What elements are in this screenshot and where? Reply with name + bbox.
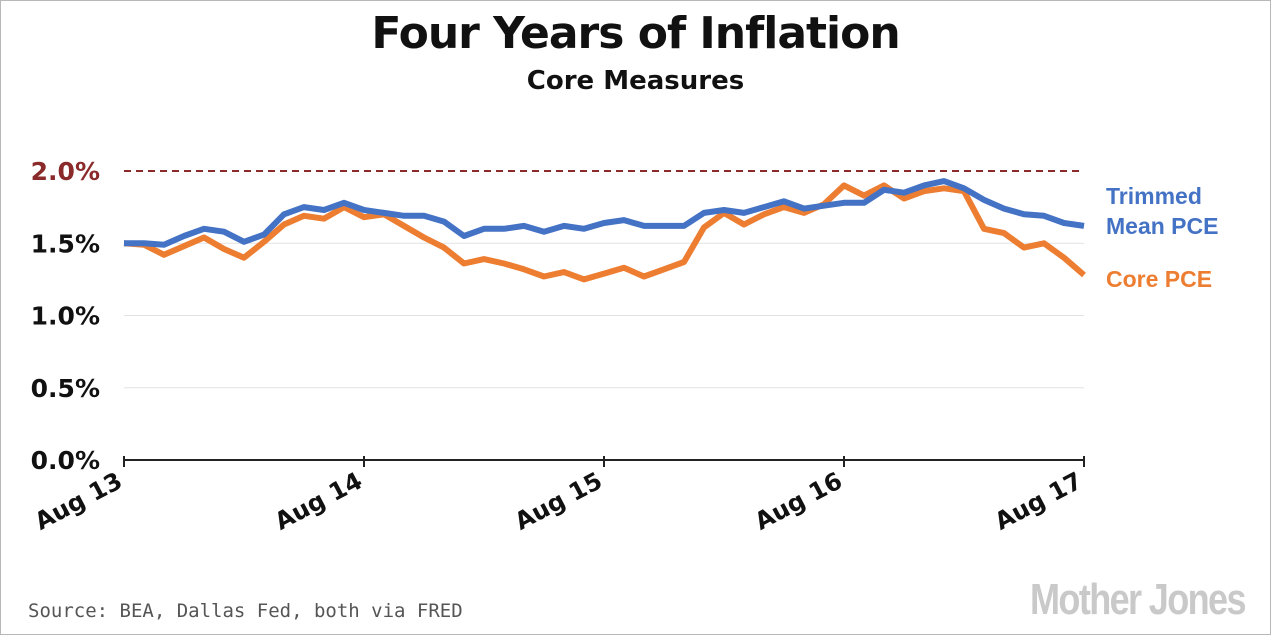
trimmed-mean-pce-line [124, 178, 1085, 248]
series-label: Mean PCE [1106, 213, 1218, 239]
x-axis-labels: Aug 13 Aug 14 Aug 15 Aug 16 Aug 17 [30, 467, 1087, 536]
y-tick-label: 0.0% [31, 446, 100, 475]
x-tick-label: Aug 14 [270, 467, 367, 536]
series-lines [123, 178, 1086, 283]
x-tick-label: Aug 15 [510, 467, 607, 536]
y-tick-label: 2.0% [31, 157, 100, 186]
y-tick-label: 1.5% [31, 229, 100, 258]
source-note: Source: BEA, Dallas Fed, both via FRED [28, 600, 463, 622]
y-tick-label: 0.5% [31, 374, 100, 403]
gridlines [124, 242, 1084, 389]
axes [123, 456, 1085, 467]
x-tick-label: Aug 17 [990, 467, 1087, 536]
chart-title: Four Years of Inflation [371, 8, 900, 59]
core-pce-line [123, 182, 1086, 283]
x-tick-label: Aug 13 [30, 467, 127, 536]
y-axis-labels: 0.0% 0.5% 1.0% 1.5% 2.0% [31, 157, 100, 475]
series-label: Trimmed [1106, 183, 1202, 209]
series-labels: Trimmed Mean PCE Core PCE [1106, 183, 1218, 292]
chart-subtitle: Core Measures [526, 66, 745, 96]
x-tick-label: Aug 16 [750, 467, 847, 536]
series-label: Core PCE [1106, 266, 1212, 292]
y-tick-label: 1.0% [31, 302, 100, 331]
brand-logo: Mother Jones [1030, 575, 1247, 624]
